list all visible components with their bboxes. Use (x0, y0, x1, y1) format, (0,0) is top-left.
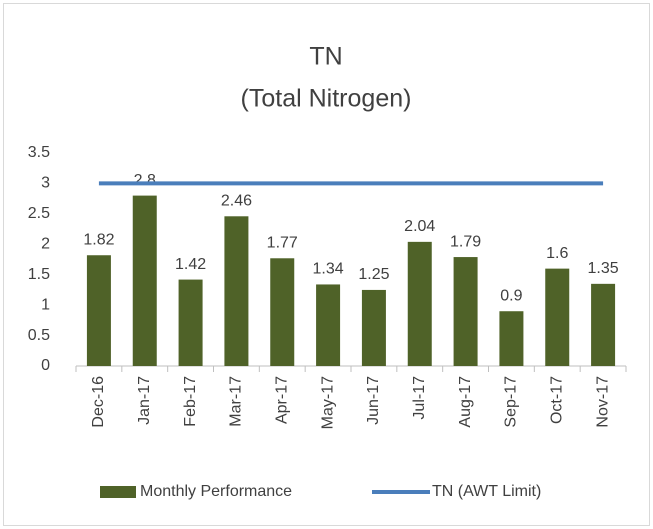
legend-label: TN (AWT Limit) (432, 483, 541, 500)
chart-subtitle: (Total Nitrogen) (241, 85, 412, 113)
data-label: 2.46 (221, 193, 252, 210)
x-tick-label: Sep-17 (503, 376, 520, 428)
x-tick-label: May-17 (319, 376, 336, 429)
data-label: 1.82 (83, 231, 114, 248)
bar (132, 195, 157, 366)
data-label: 1.42 (175, 256, 206, 273)
legend-label: Monthly Performance (140, 483, 292, 500)
x-tick-label: Apr-17 (273, 376, 290, 424)
data-label: 2.8 (134, 172, 156, 189)
bar (407, 241, 432, 366)
bar (453, 257, 478, 366)
bar (178, 279, 203, 366)
legend-swatch (100, 486, 136, 498)
data-label: 0.9 (500, 287, 522, 304)
bar (224, 216, 249, 366)
x-tick-label: Mar-17 (228, 376, 245, 427)
y-tick-label: 2.5 (28, 205, 50, 222)
bar (361, 289, 386, 366)
data-label: 1.25 (358, 266, 389, 283)
data-label: 1.79 (450, 233, 481, 250)
bar (499, 311, 524, 366)
data-label: 2.04 (404, 218, 435, 235)
x-tick-label: Jun-17 (365, 376, 382, 425)
y-tick-label: 1 (41, 296, 50, 313)
x-tick-label: Jan-17 (136, 376, 153, 425)
bar (316, 284, 341, 366)
x-tick-label: Nov-17 (594, 376, 611, 428)
chart-title: TN (309, 43, 342, 71)
bar (86, 255, 111, 366)
x-tick-label: Oct-17 (548, 376, 565, 424)
x-tick-label: Feb-17 (182, 376, 199, 427)
data-label: 1.35 (588, 260, 619, 277)
x-tick-label: Aug-17 (457, 376, 474, 428)
data-label: 1.6 (546, 245, 568, 262)
x-tick-label: Dec-16 (90, 376, 107, 428)
chart-border (3, 3, 650, 526)
y-tick-label: 3.5 (28, 144, 50, 161)
bar (545, 268, 570, 366)
y-tick-label: 1.5 (28, 266, 50, 283)
y-tick-label: 0 (41, 357, 50, 374)
y-tick-label: 3 (41, 175, 50, 192)
x-tick-label: Jul-17 (411, 376, 428, 420)
y-tick-label: 0.5 (28, 327, 50, 344)
bar (270, 258, 295, 366)
data-label: 1.77 (267, 235, 298, 252)
data-label: 1.34 (313, 261, 344, 278)
y-tick-label: 2 (41, 236, 50, 253)
bar (591, 283, 616, 366)
